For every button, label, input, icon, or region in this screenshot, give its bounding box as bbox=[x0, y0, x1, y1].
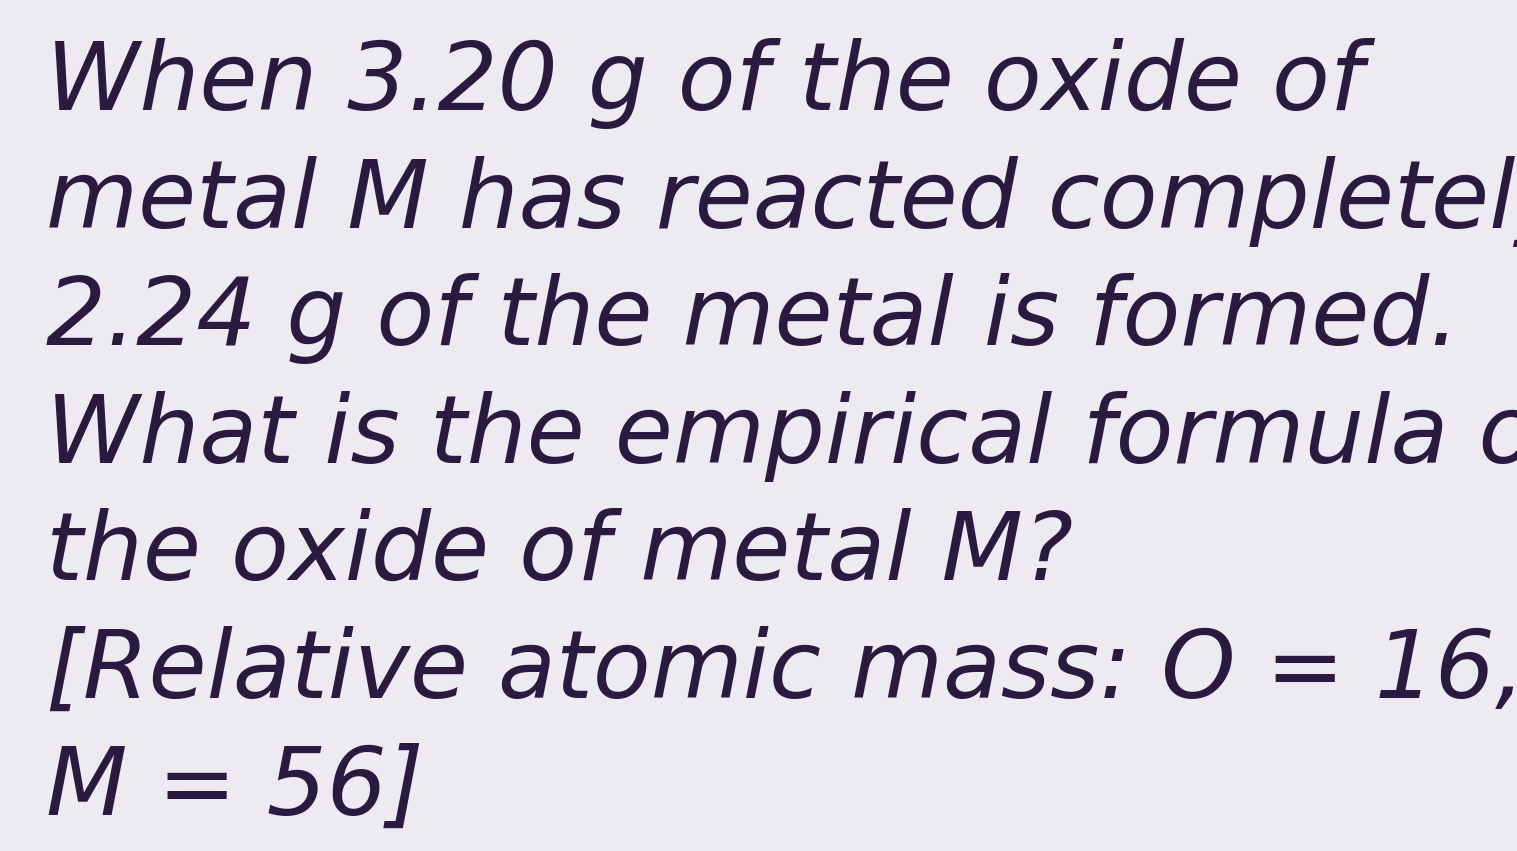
Text: metal M has reacted completely,: metal M has reacted completely, bbox=[46, 156, 1517, 247]
Text: 2.24 g of the metal is formed.: 2.24 g of the metal is formed. bbox=[46, 273, 1459, 364]
Text: [Relative atomic mass: O = 16,: [Relative atomic mass: O = 16, bbox=[46, 625, 1517, 717]
Text: What is the empirical formula of: What is the empirical formula of bbox=[46, 391, 1517, 482]
Text: When 3.20 g of the oxide of: When 3.20 g of the oxide of bbox=[46, 38, 1362, 129]
Text: M = 56]: M = 56] bbox=[46, 743, 423, 834]
Text: the oxide of metal M?: the oxide of metal M? bbox=[46, 508, 1073, 599]
